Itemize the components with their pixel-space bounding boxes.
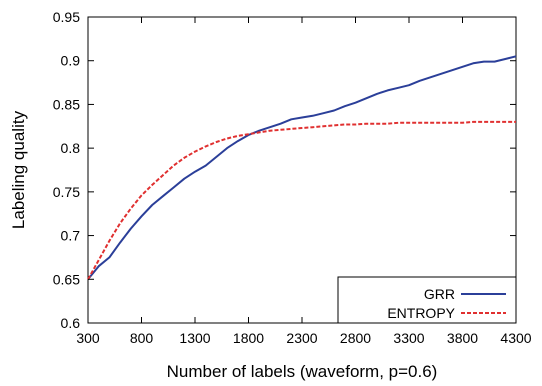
series-layer [87, 55, 517, 280]
x-axis: 300 800 1300 1800 2300 2800 3300 3800 4300 [76, 17, 532, 346]
x-tick-label: 300 [76, 330, 100, 346]
y-tick-label: 0.9 [61, 53, 81, 69]
y-tick-label: 0.6 [61, 315, 81, 331]
y-axis-label: Labeling quality [9, 110, 28, 229]
y-tick-label: 0.95 [53, 9, 80, 25]
x-tick-label: 1300 [179, 330, 210, 346]
legend: GRR ENTROPY [337, 276, 517, 324]
y-tick-label: 0.7 [61, 228, 81, 244]
y-tick-label: 0.85 [53, 96, 80, 112]
x-tick-label: 3800 [447, 330, 478, 346]
y-tick-label: 0.75 [53, 184, 80, 200]
legend-label-grr: GRR [424, 286, 455, 302]
legend-box [337, 276, 517, 324]
series-line-grr [87, 55, 517, 280]
x-axis-label: Number of labels (waveform, p=0.6) [167, 362, 438, 381]
legend-label-entropy: ENTROPY [387, 305, 455, 321]
x-tick-label: 4300 [500, 330, 531, 346]
x-tick-label: 1800 [233, 330, 264, 346]
x-tick-label: 2300 [286, 330, 317, 346]
x-tick-label: 800 [130, 330, 154, 346]
y-tick-label: 0.65 [53, 271, 80, 287]
x-tick-label: 2800 [340, 330, 371, 346]
y-tick-label: 0.8 [61, 140, 81, 156]
x-tick-label: 3300 [393, 330, 424, 346]
series-line-entropy [87, 120, 516, 280]
y-axis: 0.6 0.65 0.7 0.75 0.8 0.85 0.9 0.95 [53, 9, 516, 331]
